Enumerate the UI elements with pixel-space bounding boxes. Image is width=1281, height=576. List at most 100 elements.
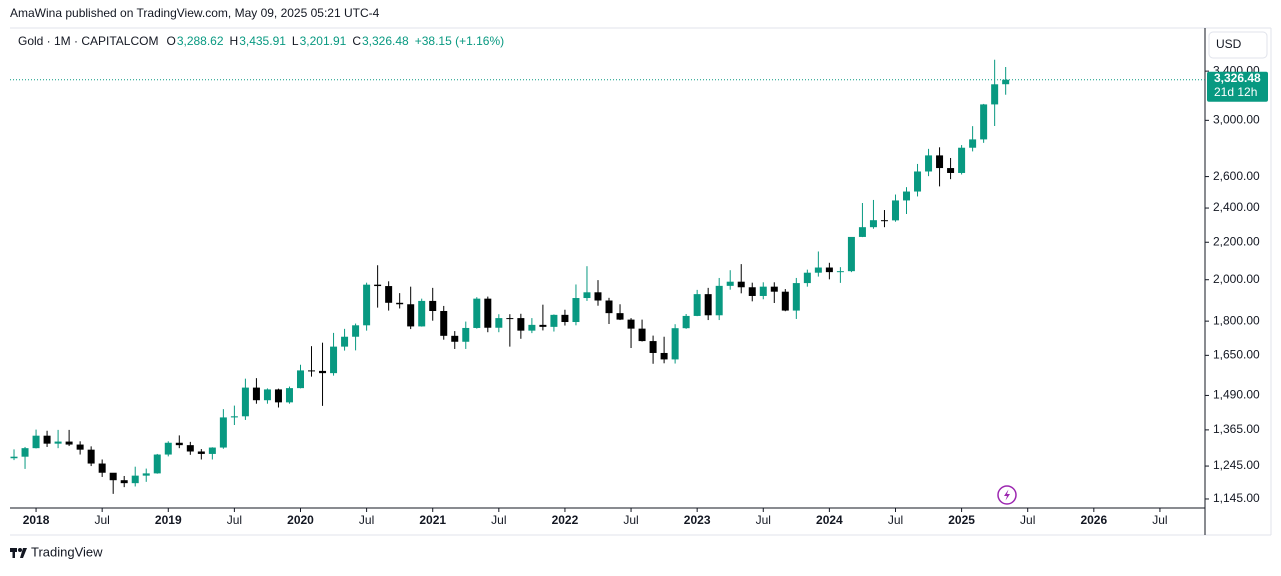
candle-body bbox=[605, 300, 613, 314]
candle-body bbox=[451, 335, 459, 342]
candle-body bbox=[638, 328, 646, 342]
candle-body bbox=[880, 220, 888, 222]
candle-body bbox=[407, 304, 415, 327]
candle-body bbox=[131, 475, 139, 484]
currency-button[interactable] bbox=[1208, 31, 1268, 59]
candle-body bbox=[869, 220, 877, 228]
y-tick-label: 1,800.00 bbox=[1213, 313, 1260, 327]
candle-body bbox=[462, 327, 470, 342]
event-icon[interactable] bbox=[997, 485, 1017, 505]
candle-body bbox=[76, 444, 84, 450]
y-tick-label: 2,000.00 bbox=[1213, 272, 1260, 286]
candle-body bbox=[43, 435, 51, 444]
candle-body bbox=[936, 155, 944, 169]
ohlc-key: C bbox=[352, 34, 361, 48]
candle-body bbox=[572, 298, 580, 323]
candle-body bbox=[825, 267, 833, 273]
candle-body bbox=[891, 200, 899, 221]
candle-body bbox=[649, 341, 657, 353]
candle-body bbox=[109, 472, 117, 481]
candle-body bbox=[142, 473, 150, 476]
symbol: Gold · 1M · CAPITALCOM bbox=[18, 34, 158, 48]
candle-body bbox=[87, 449, 95, 464]
candle-body bbox=[781, 291, 789, 311]
candle-body bbox=[715, 285, 723, 316]
ohlc-key: O bbox=[166, 34, 175, 48]
candle-body bbox=[803, 272, 811, 284]
x-tick-label: 2024 bbox=[816, 513, 843, 527]
x-tick-label: Jul bbox=[756, 513, 771, 527]
candle-body bbox=[836, 271, 844, 273]
candle-body bbox=[285, 388, 293, 403]
ohlc-value: 3,201.91 bbox=[300, 34, 347, 48]
publisher: AmaWina published on TradingView.com, Ma… bbox=[10, 6, 380, 20]
candle-body bbox=[660, 352, 668, 360]
candle-body bbox=[164, 442, 172, 455]
x-tick-label: 2025 bbox=[948, 513, 975, 527]
candle-body bbox=[296, 370, 304, 389]
x-tick-label: 2018 bbox=[23, 513, 50, 527]
candle-body bbox=[594, 292, 602, 301]
candle-body bbox=[693, 294, 701, 316]
candle-body bbox=[429, 300, 437, 312]
candle-body bbox=[252, 387, 260, 401]
countdown: 21d 12h bbox=[1214, 85, 1257, 99]
candle-body bbox=[219, 417, 227, 448]
y-tick-label: 1,365.00 bbox=[1213, 422, 1260, 436]
candle-body bbox=[627, 319, 635, 329]
candle-body bbox=[1002, 79, 1010, 85]
candle-body bbox=[418, 300, 426, 327]
candle-body bbox=[341, 336, 349, 347]
candle-body bbox=[319, 370, 327, 374]
candle-body bbox=[54, 441, 62, 444]
ohlc-key: L bbox=[292, 34, 299, 48]
candle-body bbox=[197, 451, 205, 454]
candle-body bbox=[561, 314, 569, 323]
y-tick-label: 1,490.00 bbox=[1213, 388, 1260, 402]
candle-body bbox=[814, 267, 822, 273]
price-label-box bbox=[1207, 71, 1268, 102]
candle-body bbox=[186, 445, 194, 452]
candle-body bbox=[473, 298, 481, 328]
x-tick-label: 2021 bbox=[419, 513, 446, 527]
candle-body bbox=[98, 463, 106, 473]
candle-body bbox=[21, 448, 29, 457]
price-label: 3,326.48 bbox=[1214, 71, 1261, 85]
ohlc-key: H bbox=[230, 34, 239, 48]
candle-body bbox=[759, 286, 767, 296]
candle-body bbox=[539, 324, 547, 327]
y-tick-label: 1,145.00 bbox=[1213, 491, 1260, 505]
candle-body bbox=[671, 328, 679, 360]
candle-body bbox=[969, 139, 977, 148]
candle-body bbox=[991, 84, 999, 105]
candle-body bbox=[484, 298, 492, 328]
y-tick-label: 2,600.00 bbox=[1213, 169, 1260, 183]
candle-body bbox=[440, 311, 448, 336]
candle-body bbox=[517, 318, 525, 331]
plot bbox=[10, 59, 1010, 494]
x-tick-label: 2026 bbox=[1080, 513, 1107, 527]
candle-body bbox=[352, 325, 360, 337]
candle-body bbox=[374, 284, 382, 287]
currency: USD bbox=[1216, 37, 1242, 51]
y-tick-label: 2,200.00 bbox=[1213, 234, 1260, 248]
candle-body bbox=[914, 171, 922, 192]
candle-body bbox=[682, 315, 690, 329]
candle-body bbox=[704, 294, 712, 316]
x-tick-label: 2019 bbox=[155, 513, 182, 527]
candle-body bbox=[616, 313, 624, 320]
candle-body bbox=[726, 281, 734, 286]
candle-body bbox=[65, 441, 73, 445]
y-tick-label: 1,245.00 bbox=[1213, 458, 1260, 472]
candle-body bbox=[396, 302, 404, 305]
logo bbox=[10, 548, 27, 558]
candle-body bbox=[274, 389, 282, 403]
ohlc-value: 3,435.91 bbox=[239, 34, 286, 48]
x-tick-label: Jul bbox=[1152, 513, 1167, 527]
legend: Gold · 1M · CAPITALCOM O 3,288.62 H 3,435.9… bbox=[18, 34, 504, 48]
ohlc-value: 3,326.48 bbox=[362, 34, 409, 48]
y-tick-label: 1,650.00 bbox=[1213, 348, 1260, 362]
candle-body bbox=[847, 236, 855, 272]
candle-body bbox=[528, 324, 536, 331]
candle-body bbox=[330, 346, 338, 374]
